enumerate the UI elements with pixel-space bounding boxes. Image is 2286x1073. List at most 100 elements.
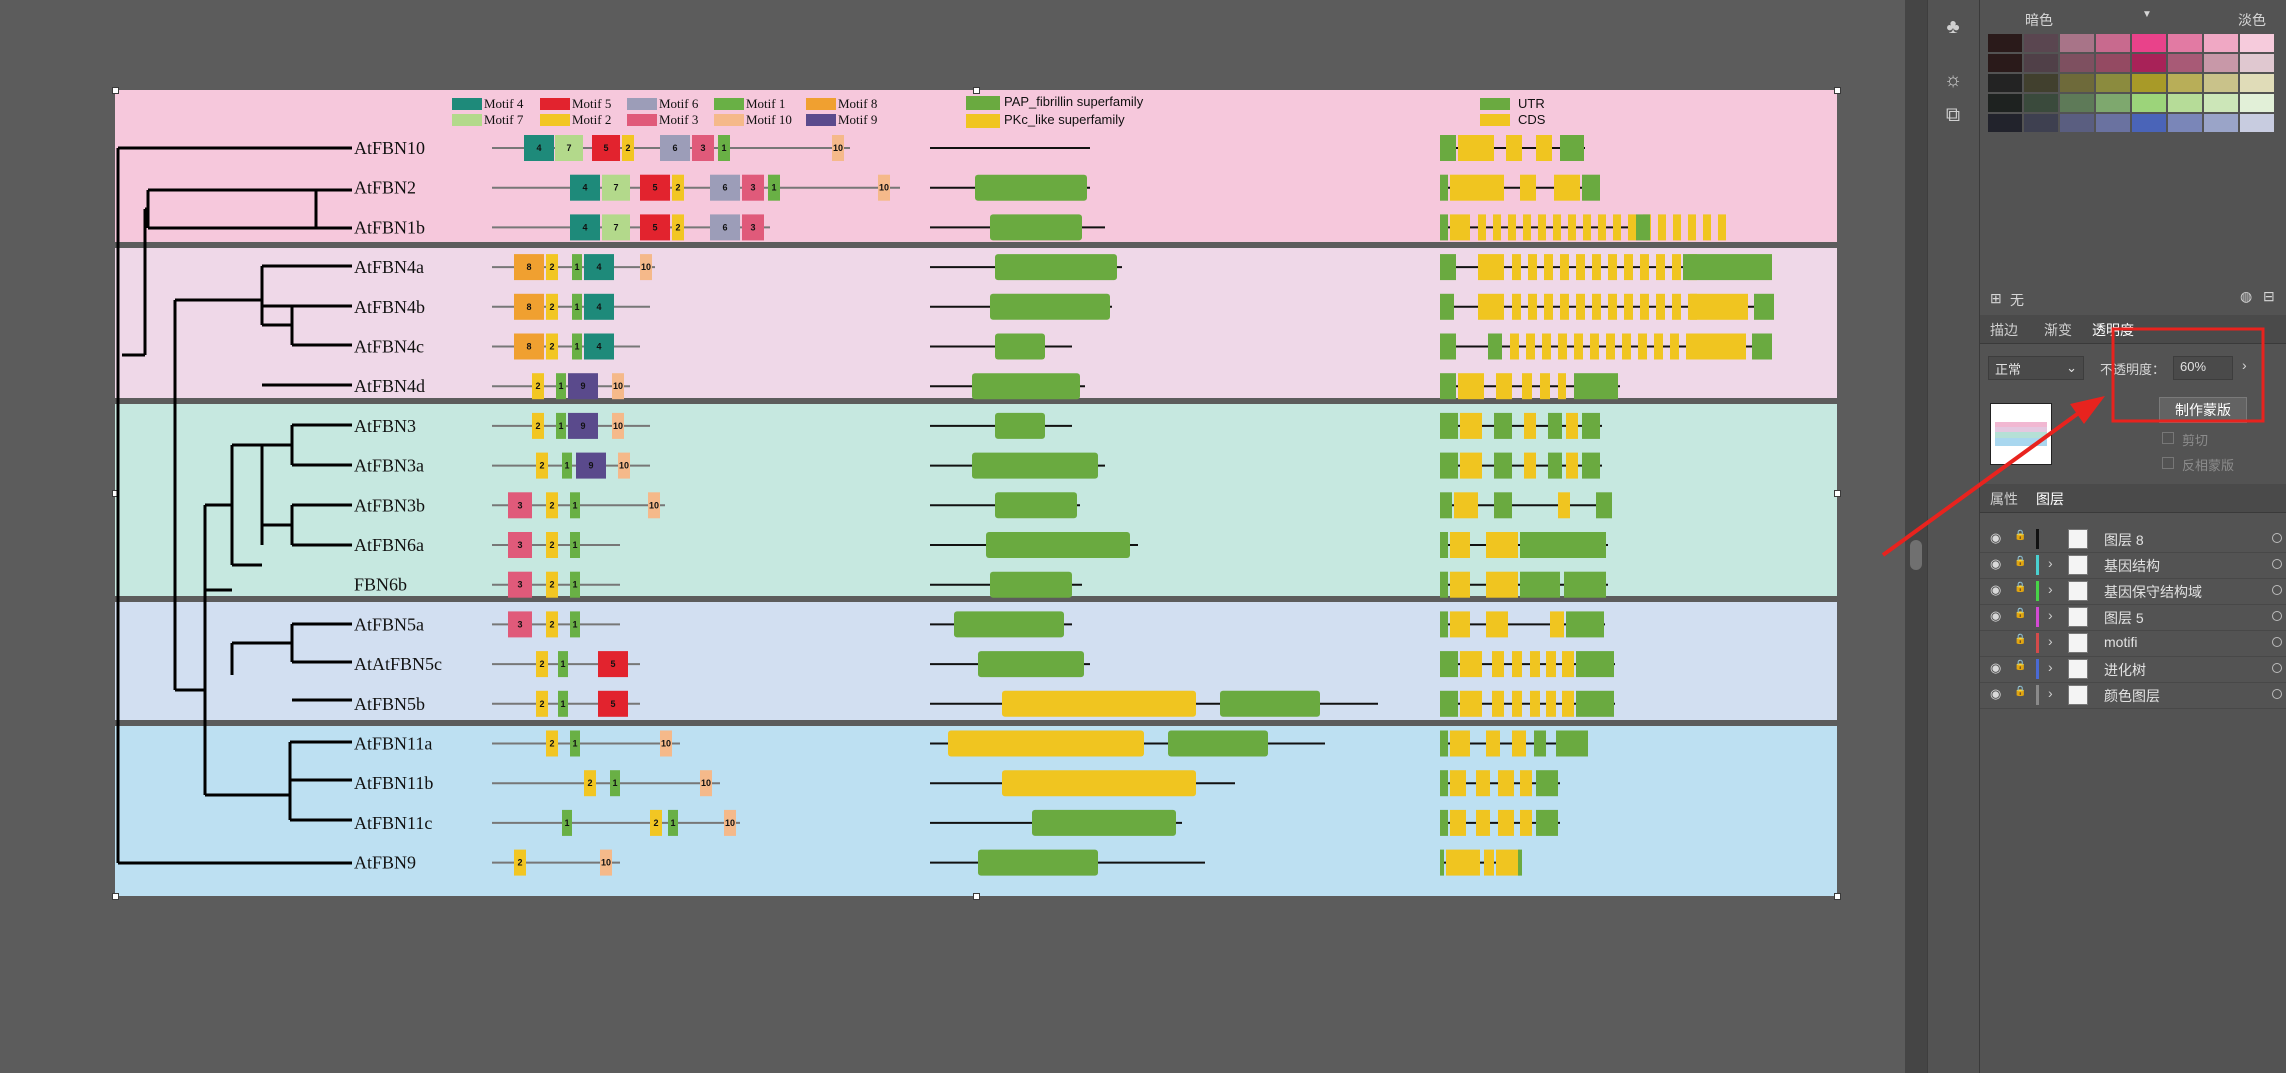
swatch-1-0[interactable] [1988,54,2022,72]
selection-handle-bm[interactable] [973,893,980,900]
layer-target-icon[interactable] [2272,663,2282,673]
swatch-1-7[interactable] [2240,54,2274,72]
swatch-0-1[interactable] [2024,34,2058,52]
swatch-2-1[interactable] [2024,74,2058,92]
swatch-1-5[interactable] [2168,54,2202,72]
swatch-0-5[interactable] [2168,34,2202,52]
swatch-4-0[interactable] [1988,114,2022,132]
clip-checkbox[interactable] [2162,432,2174,444]
swatch-4-7[interactable] [2240,114,2274,132]
chevron-right-icon[interactable]: › [2048,555,2053,571]
lock-icon[interactable]: 🔒 [2014,582,2027,593]
tab-properties[interactable]: 属性 [1990,491,2018,507]
swatch-4-6[interactable] [2204,114,2238,132]
tab-gradient[interactable]: 渐变 [2044,322,2072,338]
swatch-2-7[interactable] [2240,74,2274,92]
tab-layers[interactable]: 图层 [2036,491,2064,507]
swatch-2-5[interactable] [2168,74,2202,92]
chevron-right-icon[interactable]: › [2048,607,2053,623]
layer-row[interactable]: 🔒 › motifi [1980,630,2286,657]
lock-icon[interactable]: 🔒 [2014,686,2027,697]
swatch-3-4[interactable] [2132,94,2166,112]
scrollbar-thumb[interactable] [1910,540,1922,570]
swatch-0-4[interactable] [2132,34,2166,52]
export-icon[interactable]: ⧉ [1945,104,1961,126]
eye-icon[interactable]: ◉ [1990,530,2002,545]
swatch-1-2[interactable] [2060,54,2094,72]
canvas-area[interactable]: AtFBN10 AtFBN2 AtFBN1b AtFBN4a AtFBN4b AtFBN4… [0,0,1905,1073]
layer-name[interactable]: 颜色图层 [2104,688,2160,704]
chevron-down-icon[interactable]: ▼ [2142,9,2152,20]
eye-icon[interactable]: ◉ [1990,556,2002,571]
swatch-3-2[interactable] [2060,94,2094,112]
swatch-1-1[interactable] [2024,54,2058,72]
layer-name[interactable]: 图层 5 [2104,610,2144,626]
selection-handle-mr[interactable] [1834,490,1841,497]
blend-mode-select[interactable]: 正常 ⌄ [1988,356,2084,380]
layer-target-icon[interactable] [2272,533,2282,543]
eye-icon[interactable]: ◉ [1990,660,2002,675]
selection-handle-tl[interactable] [112,87,119,94]
swatch-2-3[interactable] [2096,74,2130,92]
swatch-0-0[interactable] [1988,34,2022,52]
new-swatch-icon[interactable]: ⊟ [2263,288,2275,304]
sun-icon[interactable]: ☼ [1943,69,1963,91]
swatch-0-2[interactable] [2060,34,2094,52]
swatch-3-7[interactable] [2240,94,2274,112]
swatch-3-0[interactable] [1988,94,2022,112]
lock-icon[interactable]: 🔒 [2014,634,2027,645]
tab-stroke[interactable]: 描边 [1990,322,2018,338]
selection-handle-tr[interactable] [1834,87,1841,94]
layer-target-icon[interactable] [2272,637,2282,647]
swatch-2-2[interactable] [2060,74,2094,92]
chevron-right-icon[interactable]: › [2048,685,2053,701]
eye-icon[interactable]: ◉ [1990,608,2002,623]
vertical-scrollbar[interactable] [1905,0,1927,1073]
lock-icon[interactable]: 🔒 [2014,556,2027,567]
swatch-2-0[interactable] [1988,74,2022,92]
swatch-2-6[interactable] [2204,74,2238,92]
layer-name[interactable]: 进化树 [2104,662,2146,678]
eye-icon[interactable]: ◉ [1990,582,2002,597]
layer-row[interactable]: ◉ 🔒 › 基因保守结构域 [1980,578,2286,605]
swatch-0-6[interactable] [2204,34,2238,52]
lock-icon[interactable]: 🔒 [2014,530,2027,541]
selection-handle-tm[interactable] [973,87,980,94]
layer-row[interactable]: ◉ 🔒 图层 8 [1980,526,2286,553]
globe-icon[interactable]: ◍ [2240,288,2253,304]
swatch-1-4[interactable] [2132,54,2166,72]
swatch-2-4[interactable] [2132,74,2166,92]
selection-handle-bl[interactable] [112,893,119,900]
selection-handle-br[interactable] [1834,893,1841,900]
swatch-3-1[interactable] [2024,94,2058,112]
chevron-right-icon[interactable]: › [2048,633,2053,649]
invert-mask-checkbox[interactable] [2162,457,2174,469]
make-mask-button[interactable]: 制作蒙版 [2159,397,2247,423]
opacity-input[interactable]: 60% [2173,356,2233,380]
lock-icon[interactable]: 🔒 [2014,608,2027,619]
swatch-4-2[interactable] [2060,114,2094,132]
chevron-right-icon[interactable]: › [2048,581,2053,597]
swatch-3-5[interactable] [2168,94,2202,112]
layer-name[interactable]: motifi [2104,634,2138,650]
swatch-3-3[interactable] [2096,94,2130,112]
mask-thumbnail[interactable] [1990,403,2052,465]
layer-target-icon[interactable] [2272,689,2282,699]
layer-row[interactable]: ◉ 🔒 › 颜色图层 [1980,682,2286,709]
eye-hidden-icon[interactable] [1990,634,2008,650]
tab-transparency[interactable]: 透明度 [2092,322,2134,338]
layer-target-icon[interactable] [2272,559,2282,569]
chevron-right-icon[interactable]: › [2048,659,2053,675]
layer-name[interactable]: 基因保守结构域 [2104,584,2202,600]
eye-icon[interactable]: ◉ [1990,686,2002,701]
chevron-right-icon[interactable]: › [2242,357,2247,373]
layer-name[interactable]: 基因结构 [2104,558,2160,574]
layer-row[interactable]: ◉ 🔒 › 图层 5 [1980,604,2286,631]
swatch-4-4[interactable] [2132,114,2166,132]
layer-target-icon[interactable] [2272,585,2282,595]
lock-icon[interactable]: 🔒 [2014,660,2027,671]
swatch-1-6[interactable] [2204,54,2238,72]
swatch-3-6[interactable] [2204,94,2238,112]
layer-name[interactable]: 图层 8 [2104,532,2144,548]
swatch-4-5[interactable] [2168,114,2202,132]
